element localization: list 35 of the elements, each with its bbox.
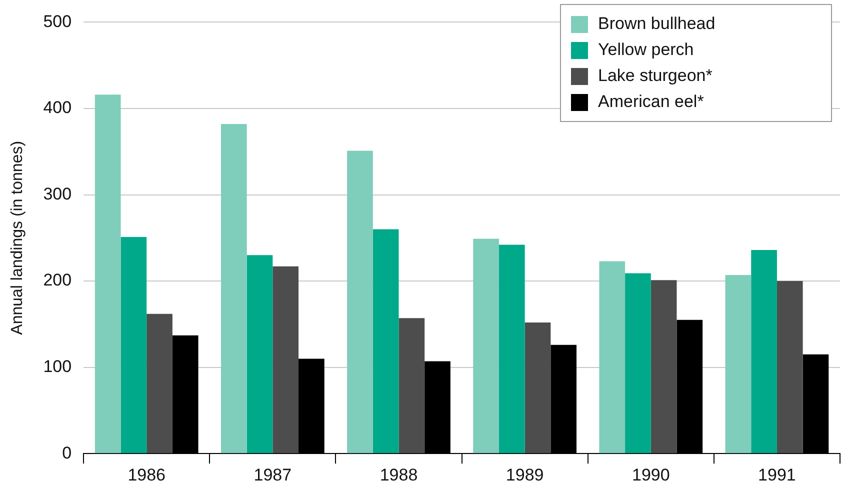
bar [625,273,651,454]
legend-label: American eel* [598,92,704,112]
legend-label: Lake sturgeon* [598,66,712,86]
y-tick-label: 400 [43,98,72,118]
bar [725,275,752,454]
bar [650,280,677,454]
bar [398,318,425,454]
y-tick-label: 300 [43,184,72,204]
y-axis-title: Annual landings (in tonnes) [9,140,26,335]
bar [146,314,172,454]
bar [120,237,147,454]
bar [524,322,551,454]
legend-label: Yellow perch [598,40,694,60]
x-tick-label: 1988 [380,465,418,484]
bar [372,229,399,454]
bar [94,94,121,454]
bar [347,150,373,454]
bar [246,255,273,454]
legend-label: Brown bullhead [598,14,716,34]
y-tick-label: 100 [43,357,72,376]
bar [220,124,247,454]
x-tick-label: 1990 [632,465,670,484]
bar [498,244,525,454]
bar [751,250,777,454]
bar [272,266,299,454]
x-tick-label: 1987 [254,465,292,484]
x-tick-label: 1991 [758,465,796,484]
y-tick-label: 500 [43,12,72,31]
y-tick-label: 200 [43,270,72,290]
bar [776,281,803,454]
bar [473,238,499,454]
bar [599,261,626,454]
x-tick-label: 1989 [506,465,544,484]
y-tick-label: 0 [62,443,72,462]
x-tick-label: 1986 [128,465,166,484]
